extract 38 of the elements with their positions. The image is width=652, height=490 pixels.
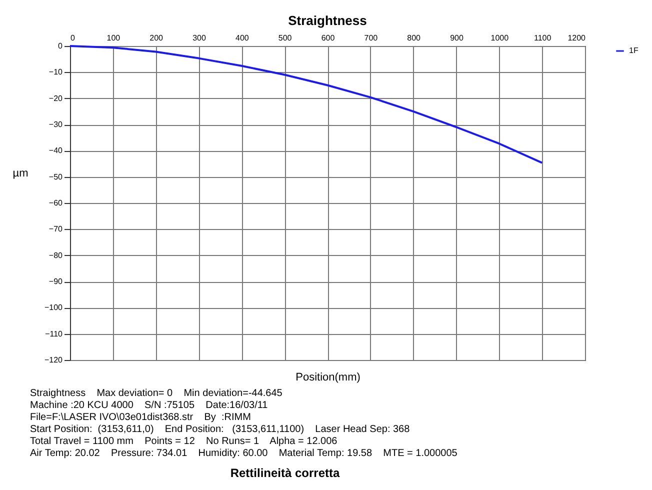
x-tick-label: 1000	[490, 34, 510, 42]
y-tick-label: −60	[48, 198, 64, 208]
y-tick-label: −80	[48, 250, 64, 260]
x-tick-label: 900	[450, 34, 464, 42]
y-tick-label: −100	[44, 303, 64, 312]
x-tick-label: 500	[278, 34, 292, 42]
text: Air Temp: 20.02 Pressure: 734.01 Humidity: 60.00 Material Temp: 19.58 MTE = 1.000005	[30, 448, 458, 459]
legend-label: 1F	[629, 46, 638, 55]
x-tick-label: 400	[235, 34, 250, 42]
y-tick-label: −70	[48, 224, 64, 234]
chart-title: Straightness	[288, 13, 367, 28]
x-tick-label: 300	[192, 34, 206, 42]
x-tick-label: 200	[150, 34, 164, 42]
y-tick-label: 0	[58, 42, 64, 50]
x-axis-title: Position(mm)	[296, 372, 360, 384]
text: Rettilineità corretta	[229, 466, 341, 480]
y-tick-label: −20	[48, 94, 64, 103]
y-tick-label: −50	[48, 172, 64, 182]
text: Total Travel = 1100 mm Points = 12 No Runs= 1 Alpha = 12.006	[30, 436, 338, 447]
text: Machine :20 KCU 4000 S/N :75105 Date:16/03/11	[30, 400, 268, 411]
y-tick-label: −40	[48, 146, 64, 156]
x-tick-label: 0	[70, 34, 76, 42]
y-tick-label: −10	[48, 68, 64, 77]
y-tick-label: −90	[48, 277, 64, 286]
x-tick-label: 700	[364, 34, 378, 42]
y-tick-label: −30	[48, 120, 64, 129]
text: Straightness Max deviation= 0 Min deviation=-44.645	[30, 388, 282, 399]
text: Start Position: (3153,611,0) End Position: (3153,611,1100) Laser Head Sep: 368	[30, 424, 410, 435]
y-axis-title: µm	[12, 167, 28, 180]
line-series	[69, 45, 544, 164]
x-tick-label: 800	[407, 34, 422, 42]
text: File=F:\LASER IVO\03e01dist368.str By :RIMM	[30, 412, 251, 423]
x-tick-label: 1100	[534, 34, 552, 42]
y-tick-label: −120	[44, 356, 64, 364]
x-tick-label: 600	[321, 34, 336, 42]
y-tick-label: −110	[45, 329, 64, 338]
x-tick-label: 1200	[568, 34, 586, 42]
x-tick-label: 100	[106, 34, 121, 42]
